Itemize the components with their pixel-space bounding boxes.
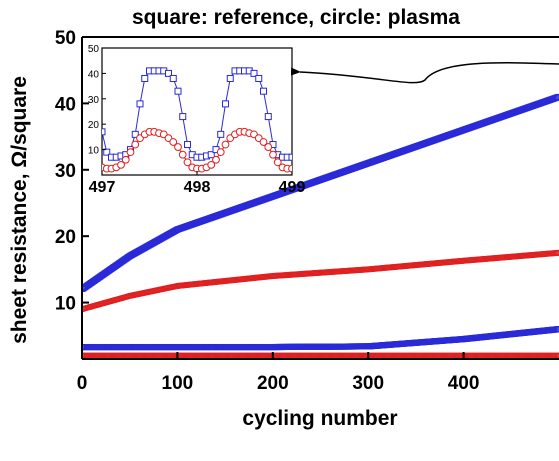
inset-reference-point <box>207 151 215 159</box>
x-tick-label: 300 <box>352 373 384 394</box>
inset-y-tick-label: 50 <box>88 44 100 55</box>
inset-plasma-point <box>174 143 182 151</box>
inset-plasma-point <box>117 160 125 169</box>
inset-reference-point <box>131 130 139 138</box>
inset-y-tick-label: 40 <box>88 69 100 80</box>
inset-plasma-point <box>126 148 135 157</box>
inset-plasma-point <box>288 164 292 173</box>
inset-reference-point <box>226 74 234 82</box>
x-ticks: 0 100 200 300 400 <box>77 352 480 394</box>
y-tick-label: 20 <box>55 227 76 248</box>
inset-reference-point <box>102 128 106 136</box>
inset-plot: 497 498 499 10 20 30 40 50 <box>88 44 306 196</box>
inset-reference-point <box>165 69 172 77</box>
inset-plasma-point <box>121 155 130 164</box>
reference-point <box>555 326 559 333</box>
inset-plasma-point <box>178 150 187 159</box>
inset-plasma-point <box>264 143 273 151</box>
inset-reference-point <box>250 69 258 77</box>
inset-plasma-point <box>131 140 140 149</box>
inset-plasma-point <box>221 140 230 149</box>
inset-reference-point <box>217 130 225 138</box>
inset-plasma-point <box>259 138 268 146</box>
inset-reference-point <box>169 74 177 82</box>
inset-reference-point <box>260 87 267 95</box>
x-axis-label: cycling number <box>242 407 397 430</box>
inset-reference-point <box>179 113 187 121</box>
inset-x-tick-label: 499 <box>279 179 306 196</box>
inset-reference-point <box>288 153 292 161</box>
annotation-arrow <box>290 62 559 84</box>
inset-y-tick-label: 10 <box>88 146 100 157</box>
y-tick-label: 30 <box>55 161 76 182</box>
inset-plasma-point <box>273 158 282 167</box>
chart-title: square: reference, circle: plasma <box>132 6 460 29</box>
inset-reference-point <box>174 87 182 95</box>
plasma-point <box>555 352 559 359</box>
inset-reference-point <box>103 148 111 156</box>
x-tick-label: 0 <box>77 373 88 394</box>
inset-reference-point <box>264 113 272 121</box>
x-tick-label: 100 <box>162 373 194 394</box>
y-tick-label: 10 <box>55 294 76 315</box>
inset-plasma-point <box>216 148 225 157</box>
inset-reference-point <box>255 74 263 82</box>
inset-x-tick-label: 497 <box>89 179 116 196</box>
x-tick-label: 400 <box>448 373 480 394</box>
inset-reference-point <box>222 100 229 108</box>
y-tick-label: 40 <box>55 94 76 115</box>
y-tick-label: 50 <box>55 28 76 49</box>
inset-x-tick-label: 498 <box>184 179 211 196</box>
main-axes <box>81 36 559 360</box>
y-axis-label: sheet resistance, Ω/square <box>8 76 31 344</box>
inset-plasma-point <box>169 138 178 146</box>
inset-y-tick-label: 30 <box>88 95 100 106</box>
inset-plasma-point <box>207 160 216 169</box>
inset-reference-point <box>184 141 191 149</box>
inset-reference-point <box>136 100 144 108</box>
inset-plasma-point <box>212 155 220 164</box>
y-ticks: 10 20 30 40 50 <box>55 28 89 315</box>
inset-reference-point <box>141 74 149 82</box>
x-tick-label: 200 <box>257 373 289 394</box>
inset-plasma-point <box>183 158 192 167</box>
inset-plasma-point <box>269 150 277 159</box>
inset-y-tick-label: 20 <box>88 120 100 131</box>
